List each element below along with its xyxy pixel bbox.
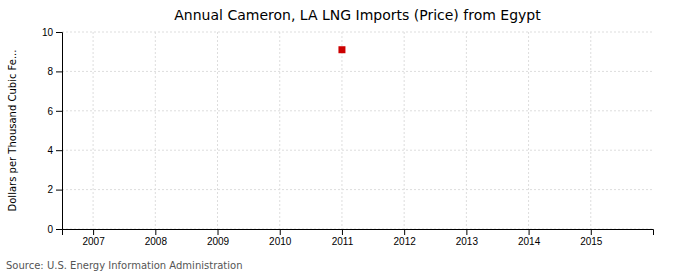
grid-line-x bbox=[155, 32, 156, 229]
grid-line-y bbox=[62, 32, 653, 33]
x-tick-label: 2015 bbox=[580, 236, 603, 247]
y-tick: 4 bbox=[47, 145, 62, 156]
grid-line-y bbox=[62, 110, 653, 111]
grid-line-y bbox=[62, 150, 653, 151]
x-tick: 2011 bbox=[332, 229, 354, 247]
x-tick-label: 2008 bbox=[145, 236, 168, 247]
y-tick: 0 bbox=[47, 224, 62, 235]
x-tick: 2013 bbox=[456, 229, 479, 247]
points bbox=[338, 46, 345, 53]
x-tick: 2014 bbox=[518, 229, 541, 247]
y-axis-title: Dollars per Thousand Cubic Fe... bbox=[7, 50, 18, 212]
grid-line-x bbox=[279, 32, 280, 229]
grid-line-x bbox=[341, 32, 342, 229]
x-tick: 2008 bbox=[145, 229, 168, 247]
grid-line-y bbox=[62, 189, 653, 190]
x-tick-label: 2009 bbox=[207, 236, 230, 247]
x-tick-mark bbox=[218, 229, 219, 235]
x-axis-line bbox=[63, 230, 654, 236]
y-tick-label: 10 bbox=[42, 27, 54, 38]
title: Annual Cameron, LA LNG Imports (Price) f… bbox=[174, 7, 541, 23]
x-tick: 2009 bbox=[207, 229, 230, 247]
x-tick-mark bbox=[280, 229, 281, 235]
x-tick-label: 2011 bbox=[332, 236, 354, 247]
y-tick-label: 8 bbox=[47, 66, 53, 77]
grid-line-x bbox=[404, 32, 405, 229]
grid bbox=[62, 32, 653, 229]
x-tick-mark bbox=[93, 229, 94, 235]
grid-line-x bbox=[466, 32, 467, 229]
y-tick-mark bbox=[56, 71, 62, 72]
x-tick: 2015 bbox=[580, 229, 603, 247]
x-tick-mark bbox=[404, 229, 405, 235]
y-tick-label: 0 bbox=[47, 224, 53, 235]
grid-line-y bbox=[62, 71, 653, 72]
y-tick-label: 6 bbox=[47, 106, 53, 117]
x-tick: 2007 bbox=[82, 229, 105, 247]
plot-area: 2007 2008 2009 2010 2011 2012 2013 2014 2015 0 2 4 6… bbox=[42, 27, 654, 247]
y-tick-mark bbox=[56, 190, 62, 191]
x-tick-label: 2010 bbox=[269, 236, 292, 247]
y-tick: 10 bbox=[42, 27, 62, 38]
y-tick-mark bbox=[56, 111, 62, 112]
x-tick-mark bbox=[529, 229, 530, 235]
annotation: Source: U.S. Energy Information Administ… bbox=[6, 260, 243, 271]
x-tick-label: 2013 bbox=[456, 236, 479, 247]
x-tick-mark bbox=[466, 229, 467, 235]
x-tick-mark bbox=[155, 229, 156, 235]
x-tick: 2010 bbox=[269, 229, 292, 247]
y-tick-mark bbox=[56, 229, 62, 230]
grid-line-x bbox=[528, 32, 529, 229]
y-tick-label: 2 bbox=[47, 184, 53, 195]
x-tick-mark bbox=[591, 229, 592, 235]
point bbox=[338, 46, 345, 53]
y-tick: 2 bbox=[47, 184, 62, 195]
x-axis: 2007 2008 2009 2010 2011 2012 2013 2014 2015 bbox=[63, 229, 654, 247]
y-tick-mark bbox=[56, 32, 62, 33]
y-tick: 6 bbox=[47, 106, 62, 117]
x-tick-label: 2007 bbox=[82, 236, 105, 247]
chart: 2007 2008 2009 2010 2011 2012 2013 2014 2015 0 2 4 6… bbox=[0, 0, 675, 275]
grid-line-x bbox=[217, 32, 218, 229]
y-tick-label: 4 bbox=[47, 145, 53, 156]
x-tick: 2012 bbox=[394, 229, 417, 247]
grid-line-x bbox=[590, 32, 591, 229]
x-tick-label: 2012 bbox=[394, 236, 417, 247]
y-axis: 0 2 4 6 8 10 bbox=[42, 27, 63, 235]
y-axis-line bbox=[56, 33, 63, 230]
grid-line-x bbox=[93, 32, 94, 229]
x-tick-label: 2014 bbox=[518, 236, 541, 247]
y-tick-mark bbox=[56, 150, 62, 151]
y-tick: 8 bbox=[47, 66, 62, 77]
x-tick-mark bbox=[342, 229, 343, 235]
